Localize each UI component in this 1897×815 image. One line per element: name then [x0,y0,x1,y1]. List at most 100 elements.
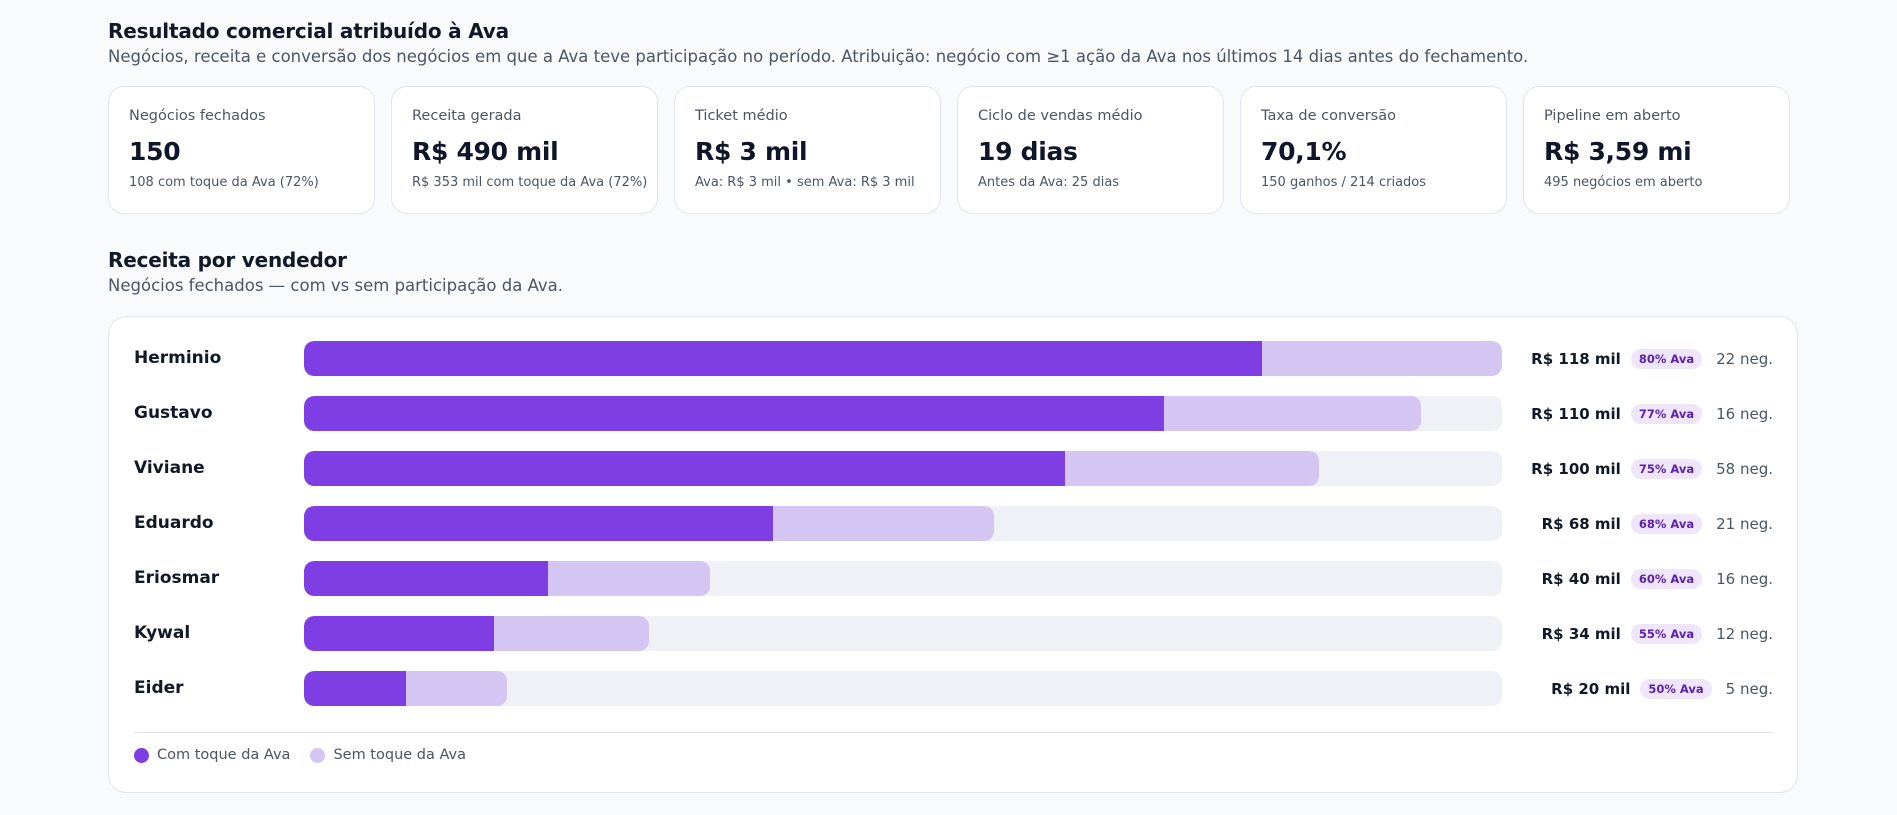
kpi-card-conversion-rate: Taxa de conversão 70,1% 150 ganhos / 214… [1240,86,1507,214]
deal-count-label: 5 neg. [1725,679,1773,698]
kpi-card-closed-deals: Negócios fechados 150 108 com toque da A… [108,86,375,214]
bar-track [304,671,1502,706]
kpi-card-revenue: Receita gerada R$ 490 mil R$ 353 mil com… [391,86,658,214]
seller-row: Eider R$ 20 mil 50% Ava 5 neg. [109,671,1797,706]
legend-divider [134,732,1773,733]
kpi-label: Ciclo de vendas médio [978,108,1143,124]
kpi-label: Taxa de conversão [1261,108,1396,124]
revenue-header: Receita por vendedor Negócios fechados —… [108,247,563,297]
kpi-value: 19 dias [978,137,1078,166]
seller-name: Viviane [134,458,205,478]
seller-row: Gustavo R$ 110 mil 77% Ava 16 neg. [109,396,1797,431]
ava-share-badge: 77% Ava [1630,403,1703,424]
bar-track [304,616,1502,651]
deal-count-label: 16 neg. [1716,404,1773,423]
bar-segment-with-ava [304,451,1066,486]
bar-segment-with-ava [304,616,494,651]
bar-segment-with-ava [304,671,406,706]
row-meta: R$ 100 mil 75% Ava 58 neg. [1531,451,1773,486]
kpi-note: Ava: R$ 3 mil • sem Ava: R$ 3 mil [695,175,915,190]
bar-segment-without-ava [1065,451,1320,486]
bar-track [304,561,1502,596]
revenue-total-label: R$ 40 mil [1541,569,1621,588]
bar-segment-without-ava [547,561,711,596]
revenue-total-label: R$ 118 mil [1531,349,1621,368]
kpi-note: 495 negócios em aberto [1544,175,1703,190]
deal-count-label: 21 neg. [1716,514,1773,533]
seller-name: Eider [134,678,184,698]
kpi-note: 108 com toque da Ava (72%) [129,175,319,190]
row-meta: R$ 68 mil 68% Ava 21 neg. [1542,506,1773,541]
seller-name: Eriosmar [134,568,220,588]
deal-count-label: 58 neg. [1716,459,1773,478]
chart-rows: Herminio R$ 118 mil 80% Ava 22 neg. Gustavo R… [109,341,1797,726]
bar-segment-without-ava [1163,396,1421,431]
legend-item-with-ava: Com toque da Ava [134,747,290,763]
legend-label: Com toque da Ava [157,747,291,763]
row-meta: R$ 34 mil 55% Ava 12 neg. [1542,616,1773,651]
seller-name: Herminio [134,348,222,368]
bar-segment-without-ava [493,616,650,651]
kpi-label: Negócios fechados [129,108,266,124]
kpi-label: Pipeline em aberto [1544,108,1681,124]
kpi-value: 70,1% [1261,137,1347,166]
summary-subtitle: Negócios, receita e conversão dos negóci… [108,47,1529,66]
ava-share-badge: 68% Ava [1630,513,1703,534]
kpi-card-average-ticket: Ticket médio R$ 3 mil Ava: R$ 3 mil • se… [674,86,941,214]
revenue-total-label: R$ 34 mil [1541,624,1621,643]
legend-swatch-without-ava [310,747,326,763]
revenue-total-label: R$ 100 mil [1531,459,1621,478]
kpi-value: R$ 3,59 mi [1544,137,1692,166]
chart-legend: Com toque da Ava Sem toque da Ava [134,747,466,763]
bar-segment-with-ava [304,561,548,596]
ava-share-badge: 80% Ava [1630,348,1703,369]
ava-share-badge: 60% Ava [1630,568,1703,589]
row-meta: R$ 20 mil 50% Ava 5 neg. [1551,671,1773,706]
ava-share-badge: 50% Ava [1640,678,1712,699]
bar-segment-without-ava [773,506,995,541]
kpi-label: Ticket médio [695,108,788,124]
legend-swatch-with-ava [134,747,149,763]
revenue-title: Receita por vendedor [108,248,347,272]
revenue-by-seller-chart: Herminio R$ 118 mil 80% Ava 22 neg. Gustavo R… [108,316,1798,793]
seller-row: Herminio R$ 118 mil 80% Ava 22 neg. [109,341,1797,376]
bar-segment-without-ava [405,671,508,706]
bar-segment-with-ava [304,396,1164,431]
seller-row: Eduardo R$ 68 mil 68% Ava 21 neg. [109,506,1797,541]
ava-share-badge: 55% Ava [1630,623,1703,644]
kpi-card-sales-cycle: Ciclo de vendas médio 19 dias Antes da A… [957,86,1224,214]
kpi-value: 150 [129,137,181,166]
revenue-total-label: R$ 110 mil [1531,404,1621,423]
seller-name: Eduardo [134,513,214,533]
kpi-value: R$ 3 mil [695,137,808,166]
seller-name: Gustavo [134,403,213,423]
seller-name: Kywal [134,623,191,643]
kpi-note: Antes da Ava: 25 dias [978,175,1120,190]
bar-track [304,396,1502,431]
bar-segment-without-ava [1262,341,1502,376]
kpi-value: R$ 490 mil [412,137,559,166]
revenue-total-label: R$ 68 mil [1541,514,1621,533]
bar-segment-with-ava [304,341,1263,376]
bar-track [304,506,1502,541]
ava-share-badge: 75% Ava [1630,458,1703,479]
deal-count-label: 22 neg. [1716,349,1773,368]
legend-item-without-ava: Sem toque da Ava [310,747,466,763]
deal-count-label: 16 neg. [1716,569,1773,588]
seller-row: Viviane R$ 100 mil 75% Ava 58 neg. [109,451,1797,486]
deal-count-label: 12 neg. [1716,624,1773,643]
kpi-note: 150 ganhos / 214 criados [1261,175,1427,190]
seller-row: Kywal R$ 34 mil 55% Ava 12 neg. [109,616,1797,651]
legend-label: Sem toque da Ava [333,747,467,763]
row-meta: R$ 40 mil 60% Ava 16 neg. [1542,561,1773,596]
bar-track [304,341,1502,376]
bar-segment-with-ava [304,506,774,541]
seller-row: Eriosmar R$ 40 mil 60% Ava 16 neg. [109,561,1797,596]
kpi-note: R$ 353 mil com toque da Ava (72%) [412,175,648,190]
summary-title: Resultado comercial atribuído à Ava [108,19,509,43]
summary-header: Resultado comercial atribuído à Ava Negó… [108,18,1528,68]
kpi-label: Receita gerada [412,108,522,124]
row-meta: R$ 118 mil 80% Ava 22 neg. [1531,341,1773,376]
revenue-subtitle: Negócios fechados — com vs sem participa… [108,276,564,295]
